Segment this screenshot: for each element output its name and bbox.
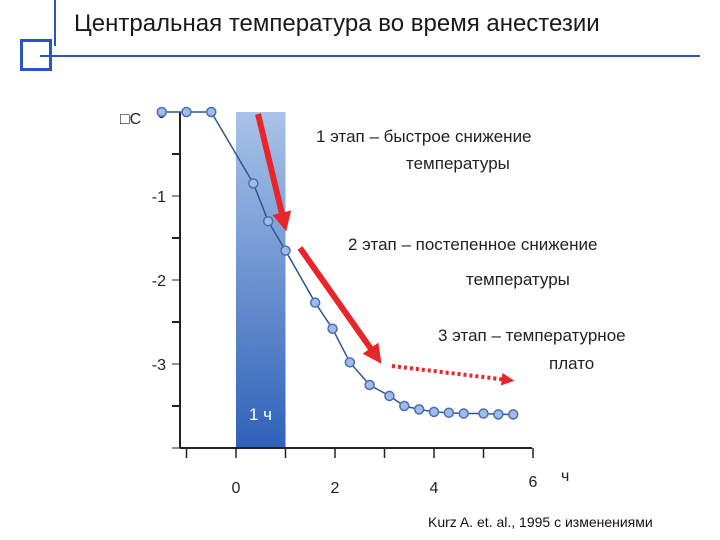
one-hour-band — [236, 112, 286, 448]
y-tick-label: -3 — [152, 357, 166, 374]
stage1-line2: температуры — [406, 154, 510, 173]
stage-arrows — [255, 113, 515, 386]
data-point — [181, 106, 192, 118]
data-point — [493, 409, 504, 420]
stage3-line2: плато — [549, 354, 594, 373]
y-tick-label: -1 — [152, 189, 166, 206]
data-point — [309, 297, 321, 308]
title-underline — [40, 55, 700, 57]
stage1-line1: 1 этап – быстрое снижение — [316, 127, 532, 146]
data-point — [156, 106, 167, 118]
x-tick-label: 2 — [331, 480, 340, 497]
data-point — [280, 245, 291, 256]
stage2-line2: температуры — [466, 270, 570, 289]
data-point — [507, 409, 519, 420]
x-axis-unit-label: ч — [561, 468, 569, 485]
data-point — [327, 323, 338, 334]
data-point — [458, 408, 469, 419]
stage3-dotted-arrow — [391, 364, 515, 386]
data-point — [478, 408, 489, 419]
data-point — [428, 406, 440, 418]
stage3-line1: 3 этап – температурное — [438, 326, 626, 345]
y-axis-unit-label: □С — [120, 111, 141, 128]
data-point — [206, 106, 217, 118]
data-point — [364, 379, 375, 391]
data-point — [443, 407, 455, 418]
x-tick-label: 6 — [529, 474, 538, 491]
source-citation: Kurz A. et. al., 1995 с изменениями — [428, 514, 653, 530]
stage2-line1: 2 этап – постепенное снижение — [348, 235, 597, 254]
slide-title: Центральная температура во время анестез… — [74, 10, 600, 37]
data-point — [344, 357, 356, 368]
band-label: 1 ч — [249, 405, 272, 424]
x-tick-label: 0 — [232, 480, 241, 497]
data-point — [399, 400, 410, 412]
y-tick-label: -2 — [152, 273, 166, 290]
stage2-arrow — [297, 246, 382, 364]
x-tick-label: 4 — [430, 480, 439, 497]
data-point — [384, 390, 395, 402]
stage1-arrow — [255, 113, 292, 232]
data-point — [248, 178, 259, 189]
data-point — [262, 215, 274, 227]
chart-axes — [172, 111, 534, 458]
title-vertical-rule — [54, 0, 56, 46]
data-point — [413, 404, 425, 415]
